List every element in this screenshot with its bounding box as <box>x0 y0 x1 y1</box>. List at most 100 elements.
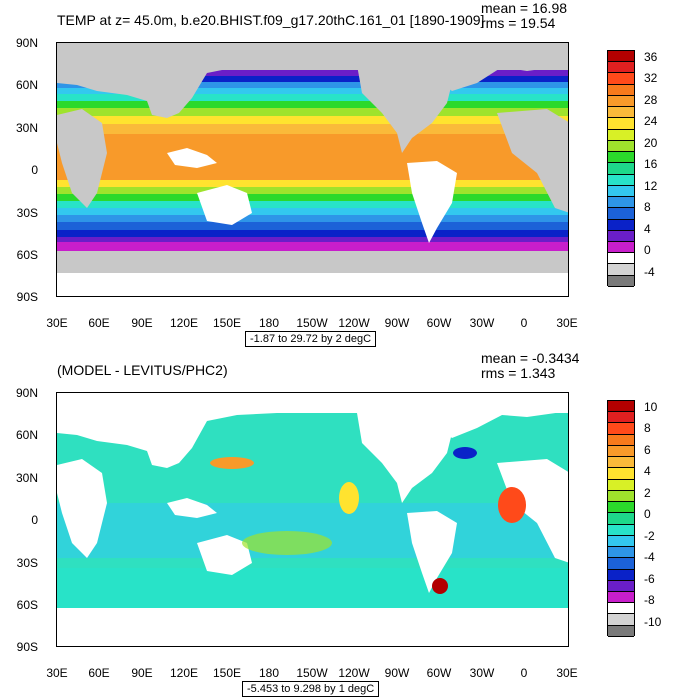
top-colorbar-cell <box>608 152 634 164</box>
bottom-colorbar-cell <box>608 423 634 435</box>
top-band-north-teal <box>57 93 568 101</box>
top-land-south-america <box>407 161 457 243</box>
bottom-colorbar-label: 4 <box>644 464 651 479</box>
bottom-lon-label-4: 150E <box>212 666 242 680</box>
top-land-antarctica <box>57 253 568 273</box>
top-band-north-yellow <box>57 115 568 124</box>
bottom-colorbar-cell <box>608 569 634 581</box>
bottom-lon-label-11: 0 <box>520 666 528 680</box>
top-lon-label-2: 90E <box>131 316 153 330</box>
bottom-map-graphic <box>57 393 568 646</box>
top-band-south-green <box>57 193 568 201</box>
bottom-mean-value: mean = -0.3434 <box>481 350 580 366</box>
top-colorbar-cell <box>608 51 634 63</box>
top-colorbar-cell <box>608 185 634 198</box>
top-colorbar-cell <box>608 253 634 265</box>
top-lon-label-5: 180 <box>258 316 280 330</box>
bottom-lon-label-12: 30E <box>556 666 578 680</box>
top-band-south-magenta <box>57 241 568 251</box>
bottom-colorbar-cell <box>608 502 634 514</box>
top-lat-label-3: 0 <box>31 163 38 177</box>
bottom-colorbar-cell <box>608 445 634 458</box>
bottom-land-south-america <box>407 511 457 593</box>
top-map-panel: TEMP at z= 45.0m, b.e20.BHIST.f09_g17.20… <box>15 0 658 347</box>
top-lon-label-1: 60E <box>88 316 110 330</box>
bottom-colorbar-cell <box>608 434 634 446</box>
bottom-anomaly-gulfstream <box>453 447 477 459</box>
top-lat-label-0: 90N <box>15 36 38 50</box>
bottom-colorbar-label: -4 <box>644 550 655 565</box>
top-land-indonesia <box>167 148 217 168</box>
bottom-lat-label-2: 30N <box>15 471 38 485</box>
top-colorbar-label: 20 <box>644 135 658 150</box>
top-map-plot <box>56 42 569 297</box>
top-lon-label-12: 30E <box>556 316 578 330</box>
top-colorbar-cell <box>608 264 634 276</box>
top-land-north-america <box>357 63 452 153</box>
bottom-contour-info: -5.453 to 9.298 by 1 degC <box>242 681 380 697</box>
top-colorbar-label: 0 <box>644 243 651 258</box>
bottom-lon-label-3: 120E <box>169 666 199 680</box>
bottom-panel-title: (MODEL - LEVITUS/PHC2) <box>57 362 228 378</box>
top-colorbar-cell <box>608 95 634 108</box>
bottom-lat-label-6: 90S <box>16 640 38 654</box>
bottom-lat-label-1: 60N <box>15 428 38 442</box>
bottom-colorbar-label: -2 <box>644 528 655 543</box>
top-colorbar-cell <box>608 163 634 175</box>
top-band-north-darkblue <box>57 75 568 82</box>
top-colorbar-cell <box>608 275 634 287</box>
bottom-anomaly-california <box>339 482 359 514</box>
top-band-north-green <box>57 100 568 108</box>
top-colorbar-cell <box>608 118 634 130</box>
bottom-land-north <box>57 393 568 468</box>
top-colorbar-label: 24 <box>644 114 658 129</box>
top-colorbar-cell <box>608 62 634 74</box>
bottom-colorbar-cell <box>608 468 634 480</box>
bottom-colorbar-cell <box>608 580 634 592</box>
top-lon-label-0: 30E <box>46 316 68 330</box>
top-band-south-teal <box>57 200 568 208</box>
top-colorbar-cell <box>608 241 634 254</box>
top-band-south-yellowgreen <box>57 186 568 194</box>
bottom-lon-label-8: 90W <box>384 666 410 680</box>
bottom-land-north-america <box>357 411 452 503</box>
bottom-colorbar-cell <box>608 401 634 413</box>
bottom-colorbar-cell <box>608 479 634 491</box>
top-land-australia <box>197 185 252 225</box>
bottom-colorbar-label: 2 <box>644 485 651 500</box>
top-band-north-yellowgreen <box>57 107 568 116</box>
top-lon-label-4: 150E <box>212 316 242 330</box>
top-colorbar-cell <box>608 230 634 242</box>
bottom-lon-label-9: 60W <box>426 666 452 680</box>
bottom-colorbar-cell <box>608 535 634 548</box>
top-panel-title: TEMP at z= 45.0m, b.e20.BHIST.f09_g17.20… <box>57 12 485 28</box>
top-lat-label-1: 60N <box>15 78 38 92</box>
top-south-blank <box>57 271 568 296</box>
top-rms-value: rms = 19.54 <box>481 15 556 31</box>
bottom-colorbar-cell <box>608 412 634 424</box>
top-colorbar-label: 12 <box>644 178 658 193</box>
top-lat-label-6: 90S <box>16 290 38 304</box>
top-band-north-blue <box>57 81 568 88</box>
top-colorbar-label: 28 <box>644 92 658 107</box>
bottom-colorbar-cell <box>608 457 634 469</box>
top-lat-label-5: 60S <box>16 248 38 262</box>
top-lon-label-6: 150W <box>296 316 328 330</box>
top-colorbar-cell <box>608 129 634 141</box>
bottom-colorbar-label: -6 <box>644 571 655 586</box>
top-colorbar-cell <box>608 107 634 119</box>
top-colorbar-cell <box>608 208 634 220</box>
top-map-graphic <box>57 43 568 296</box>
bottom-lat-label-4: 30S <box>16 556 38 570</box>
bottom-colorbar-cell <box>608 547 634 559</box>
top-lon-label-8: 90W <box>384 316 410 330</box>
bottom-colorbar-cell <box>608 513 634 525</box>
top-colorbar <box>607 50 635 287</box>
top-band-tropical-orange <box>57 133 568 180</box>
bottom-colorbar <box>607 400 635 637</box>
top-contour-info: -1.87 to 29.72 by 2 degC <box>245 331 377 347</box>
bottom-colorbar-cell <box>608 591 634 604</box>
bottom-colorbar-cell <box>608 490 634 503</box>
top-colorbar-label: -4 <box>644 264 655 279</box>
bottom-map-panel: (MODEL - LEVITUS/PHC2) mean = -0.3434 rm… <box>0 350 700 700</box>
